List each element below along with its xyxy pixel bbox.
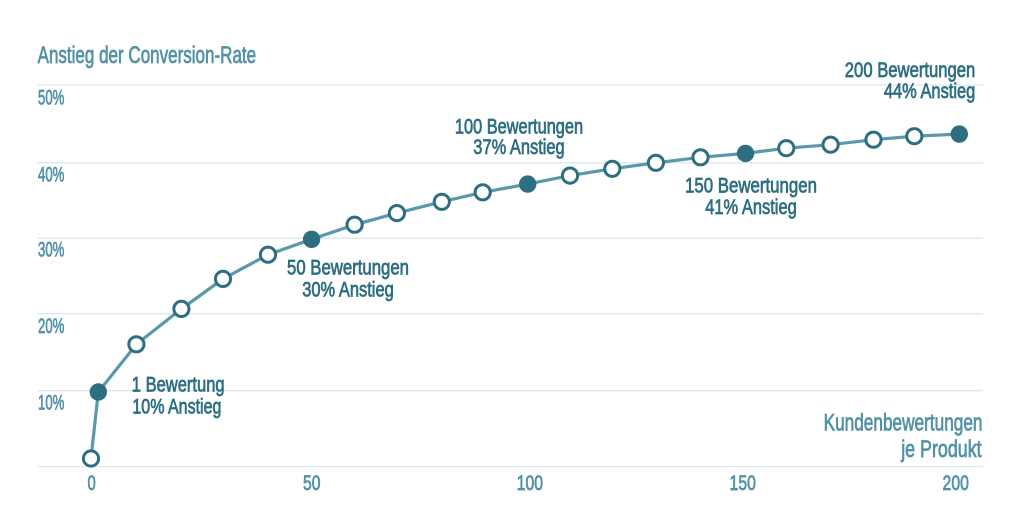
svg-text:100: 100 xyxy=(517,471,543,495)
svg-text:200 Bewertungen: 200 Bewertungen xyxy=(845,58,976,82)
svg-text:20%: 20% xyxy=(38,314,64,338)
svg-text:40%: 40% xyxy=(38,163,64,187)
svg-text:30% Anstieg: 30% Anstieg xyxy=(302,277,394,301)
svg-text:30%: 30% xyxy=(38,238,64,262)
svg-text:1 Bewertung: 1 Bewertung xyxy=(132,373,225,397)
svg-text:Anstieg der Conversion-Rate: Anstieg der Conversion-Rate xyxy=(38,42,257,69)
svg-text:41% Anstieg: 41% Anstieg xyxy=(705,195,797,219)
svg-text:44% Anstieg: 44% Anstieg xyxy=(884,79,975,103)
svg-text:Kundenbewertungen: Kundenbewertungen xyxy=(824,409,983,436)
svg-text:50 Bewertungen: 50 Bewertungen xyxy=(287,255,409,279)
svg-text:150: 150 xyxy=(730,471,756,495)
svg-text:10% Anstieg: 10% Anstieg xyxy=(132,395,221,419)
svg-text:37% Anstieg: 37% Anstieg xyxy=(473,135,564,159)
svg-text:150 Bewertungen: 150 Bewertungen xyxy=(685,173,817,197)
svg-text:50: 50 xyxy=(303,471,321,495)
svg-text:0: 0 xyxy=(88,471,96,495)
svg-text:je Produkt: je Produkt xyxy=(900,436,981,463)
svg-text:100 Bewertungen: 100 Bewertungen xyxy=(455,114,583,138)
svg-text:200: 200 xyxy=(943,471,969,495)
svg-text:50%: 50% xyxy=(38,86,64,110)
svg-text:10%: 10% xyxy=(38,390,64,414)
